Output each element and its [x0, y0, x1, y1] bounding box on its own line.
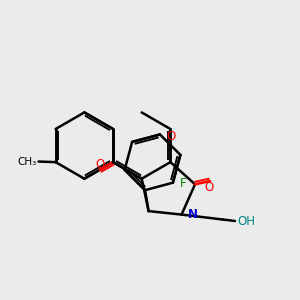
Text: F: F — [179, 177, 186, 190]
Text: CH₃: CH₃ — [17, 157, 37, 166]
Text: OH: OH — [237, 215, 255, 228]
Text: O: O — [167, 130, 176, 142]
Text: O: O — [96, 158, 105, 171]
Text: O: O — [204, 181, 214, 194]
Text: N: N — [188, 208, 198, 221]
